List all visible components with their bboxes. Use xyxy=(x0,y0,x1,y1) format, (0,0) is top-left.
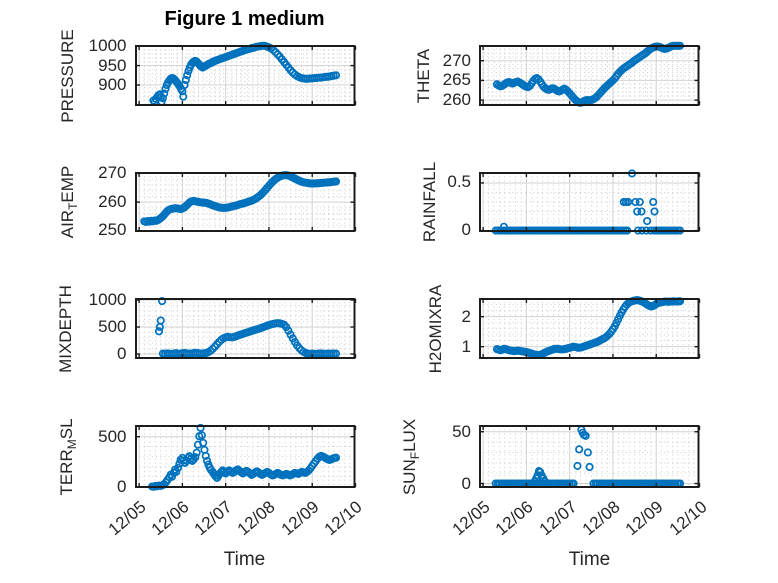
y-tick-label: 260 xyxy=(98,191,127,211)
y-axis-label-h2omixra: H2OMIXRA xyxy=(426,284,445,373)
y-tick-label: 270 xyxy=(442,50,471,70)
y-tick-label: 500 xyxy=(98,426,127,446)
y-tick-label: 50 xyxy=(452,421,471,441)
axis-box-and-ticks xyxy=(134,298,356,359)
y-tick-label: 1 xyxy=(461,336,471,356)
plot-terr-msl xyxy=(134,423,356,491)
major-grid xyxy=(134,425,355,488)
data-markers xyxy=(491,425,685,488)
data-markers xyxy=(492,296,685,360)
major-grid xyxy=(479,171,700,232)
axis-box-and-ticks xyxy=(479,298,701,359)
plot-mixdepth xyxy=(134,297,356,359)
y-axis-label-terr-msl: TERRMSL xyxy=(57,417,79,496)
plot-air-temp xyxy=(134,170,356,232)
y-axis-label-sun-flux: SUNFLUX xyxy=(400,418,422,495)
y-tick-label: 250 xyxy=(98,220,127,240)
y-tick-label: 0 xyxy=(117,344,127,364)
y-tick-label: 900 xyxy=(98,75,127,95)
data-markers xyxy=(147,423,340,491)
figure-title: Figure 1 medium xyxy=(164,8,325,30)
axis-box-and-ticks xyxy=(134,171,356,232)
axis-box-and-ticks xyxy=(479,171,701,232)
y-tick-label: 260 xyxy=(442,90,471,110)
y-tick-label: 0 xyxy=(461,473,471,493)
x-axis-label-right: Time xyxy=(568,549,611,570)
y-tick-label: 0.5 xyxy=(447,172,471,192)
data-markers xyxy=(148,41,340,107)
y-tick-label: 1000 xyxy=(88,289,127,309)
y-tick-label: 0 xyxy=(461,220,471,240)
axis-box-and-ticks xyxy=(134,45,356,106)
x-axis-label-left: Time xyxy=(223,549,266,570)
y-tick-label: 0 xyxy=(117,476,127,496)
y-tick-label: 2 xyxy=(461,306,471,326)
y-tick-label: 270 xyxy=(98,162,127,182)
plot-sun-flux xyxy=(479,425,701,488)
y-tick-label: 950 xyxy=(98,55,127,75)
plot-h2omixra xyxy=(479,296,701,360)
axis-box-and-ticks xyxy=(479,45,701,106)
y-tick-label: 1000 xyxy=(88,36,127,56)
axis-box-and-ticks xyxy=(134,425,356,488)
minor-grid xyxy=(134,298,355,359)
minor-grid xyxy=(479,171,700,232)
axis-box-and-ticks xyxy=(479,425,701,488)
data-markers xyxy=(492,41,685,107)
y-tick-label: 500 xyxy=(98,317,127,336)
plot-rainfall xyxy=(479,168,701,235)
plot-pressure xyxy=(134,41,356,107)
data-markers xyxy=(139,170,340,226)
plot-theta xyxy=(479,41,701,107)
y-tick-label: 265 xyxy=(442,70,471,90)
